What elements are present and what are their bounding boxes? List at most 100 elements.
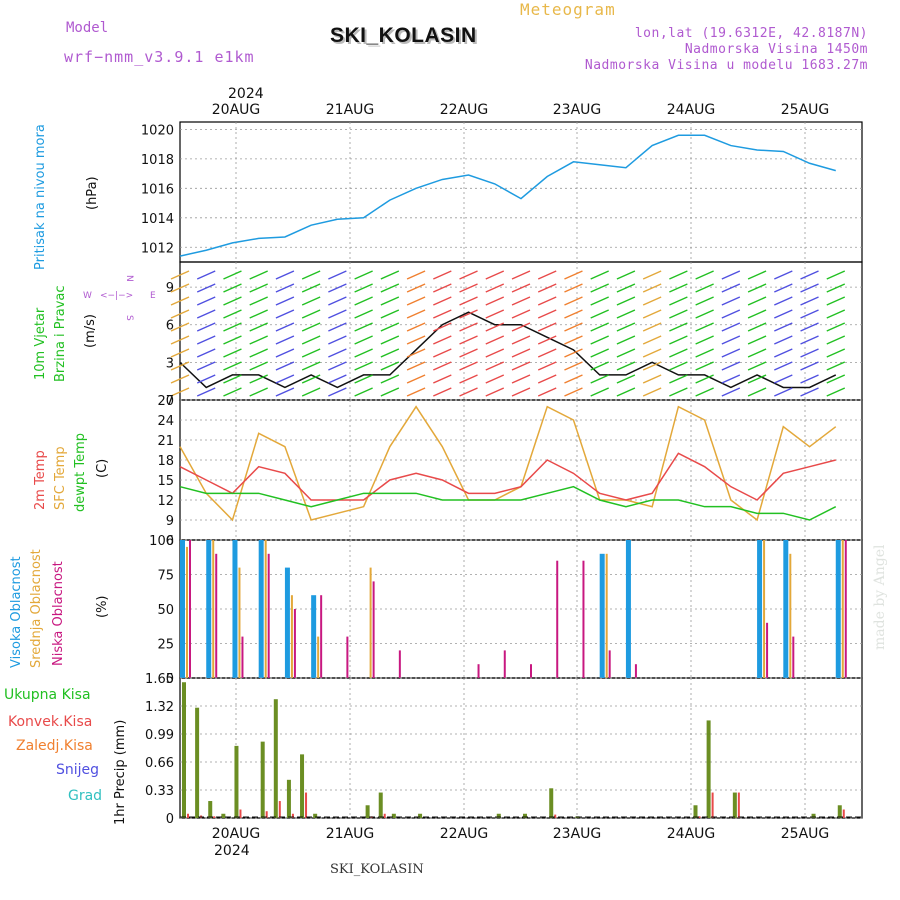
- pressure-unit: (hPa): [85, 176, 100, 210]
- cloud-bar: [503, 650, 506, 678]
- compass-w: W: [83, 291, 92, 301]
- wind-arrow: [590, 374, 609, 384]
- wind-arrow: [826, 387, 846, 397]
- model-label: Model: [66, 20, 109, 36]
- temp-ylabel-1: 2m Temp: [33, 450, 48, 510]
- cloud-ylabel-2: Srednja Oblacnost: [29, 549, 44, 668]
- cloud-bar: [320, 595, 323, 678]
- wind-arrow: [328, 322, 347, 332]
- wind-arrow: [459, 322, 478, 332]
- wind-arrow: [642, 322, 662, 332]
- precip-tick-label: 0.33: [145, 784, 174, 799]
- wind-arrow: [800, 348, 819, 358]
- wind-arrow: [669, 348, 688, 358]
- legend-snow: Snijeg: [56, 762, 99, 778]
- wind-arrow: [747, 283, 767, 293]
- pressure-ticks: 1012 1014 1016 1018 1020: [141, 123, 862, 256]
- cloud-tick-label: 0: [166, 672, 174, 687]
- wind-arrow: [406, 335, 426, 345]
- cloud-bar: [212, 540, 215, 678]
- precip-total-bar: [234, 745, 239, 818]
- wind-arrow: [459, 309, 478, 319]
- precip-convective-bar: [698, 816, 701, 818]
- wind-arrow: [642, 387, 662, 397]
- wind-arrow: [485, 374, 505, 384]
- wind-arrow: [406, 387, 426, 397]
- temp-tick-label: 9: [166, 514, 174, 529]
- wind-arrow: [537, 335, 557, 345]
- wind-arrow: [511, 296, 531, 306]
- wind-arrow: [485, 335, 505, 345]
- wind-arrow: [301, 374, 321, 384]
- wind-arrow: [170, 361, 190, 371]
- wind-arrow: [800, 361, 819, 371]
- cloud-bar: [783, 540, 789, 678]
- wind-arrow: [459, 283, 478, 293]
- wind-arrow: [196, 374, 216, 384]
- cloud-bar: [317, 636, 320, 678]
- wind-arrow: [800, 296, 819, 306]
- wind-arrow: [642, 361, 662, 371]
- cloud-bar: [293, 609, 296, 678]
- wind-arrow: [695, 348, 714, 358]
- wind-arrow: [616, 322, 636, 332]
- wind-arrow: [170, 335, 190, 345]
- wind-arrow: [328, 270, 347, 280]
- wind-arrow: [590, 335, 609, 345]
- wind-arrow: [826, 283, 846, 293]
- cloud-bar: [238, 567, 241, 678]
- cloud-bar: [180, 540, 185, 678]
- wind-arrow: [485, 322, 505, 332]
- wind-arrow: [354, 270, 373, 280]
- wind-arrow: [223, 322, 242, 332]
- precip-ticks: 0 0.33 0.66 0.99 1.32 1.65: [145, 672, 862, 827]
- wind-arrow: [170, 322, 190, 332]
- precip-tick-label: 0.99: [145, 728, 174, 743]
- wind-arrow: [196, 309, 216, 319]
- wind-arrow: [616, 361, 636, 371]
- temp-2m-line: [179, 452, 836, 501]
- wind-ylabel-1: 10m Vjetar: [33, 307, 48, 380]
- cloud-plot: [180, 540, 847, 678]
- wind-arrow: [170, 374, 190, 384]
- wind-arrow: [485, 361, 505, 371]
- precip-plot: [180, 682, 862, 818]
- wind-tick-label: 9: [166, 281, 174, 296]
- wind-arrow: [669, 374, 688, 384]
- cloud-bar: [284, 567, 290, 678]
- cloud-bar: [258, 540, 264, 678]
- cloud-bar: [264, 540, 267, 678]
- cloud-bar: [189, 540, 191, 678]
- panel-frame-precip: [179, 677, 863, 819]
- cloud-bar: [625, 540, 631, 678]
- model-name: wrf−nmm_v3.9.1 e1km: [64, 48, 255, 66]
- wind-arrow: [485, 283, 505, 293]
- wind-arrow: [433, 283, 452, 293]
- temp-ylabel-3: dewpt Temp: [73, 433, 88, 512]
- wind-arrow: [616, 270, 636, 280]
- precip-tick-label: 1.65: [145, 672, 174, 687]
- wind-arrow: [328, 387, 347, 397]
- wind-arrow: [511, 270, 531, 280]
- wind-arrow: [747, 387, 767, 397]
- wind-arrow: [537, 348, 557, 358]
- wind-arrow: [800, 309, 819, 319]
- wind-arrow: [747, 361, 767, 371]
- wind-arrow: [564, 361, 583, 371]
- precip-convective-bar: [711, 792, 714, 818]
- wind-arrow: [590, 296, 609, 306]
- wind-arrow: [826, 335, 846, 345]
- wind-arrow: [826, 322, 846, 332]
- wind-arrow: [774, 283, 793, 293]
- wind-arrow: [223, 309, 242, 319]
- cloud-bar: [372, 581, 375, 678]
- wind-arrow: [747, 348, 767, 358]
- wind-arrow: [354, 348, 373, 358]
- wind-arrow: [485, 270, 505, 280]
- temp-tick-label: 24: [157, 414, 174, 429]
- panel-frames: [179, 121, 863, 819]
- wind-arrow: [669, 335, 688, 345]
- cloud-tick-label: 25: [157, 638, 174, 653]
- wind-arrow: [459, 270, 478, 280]
